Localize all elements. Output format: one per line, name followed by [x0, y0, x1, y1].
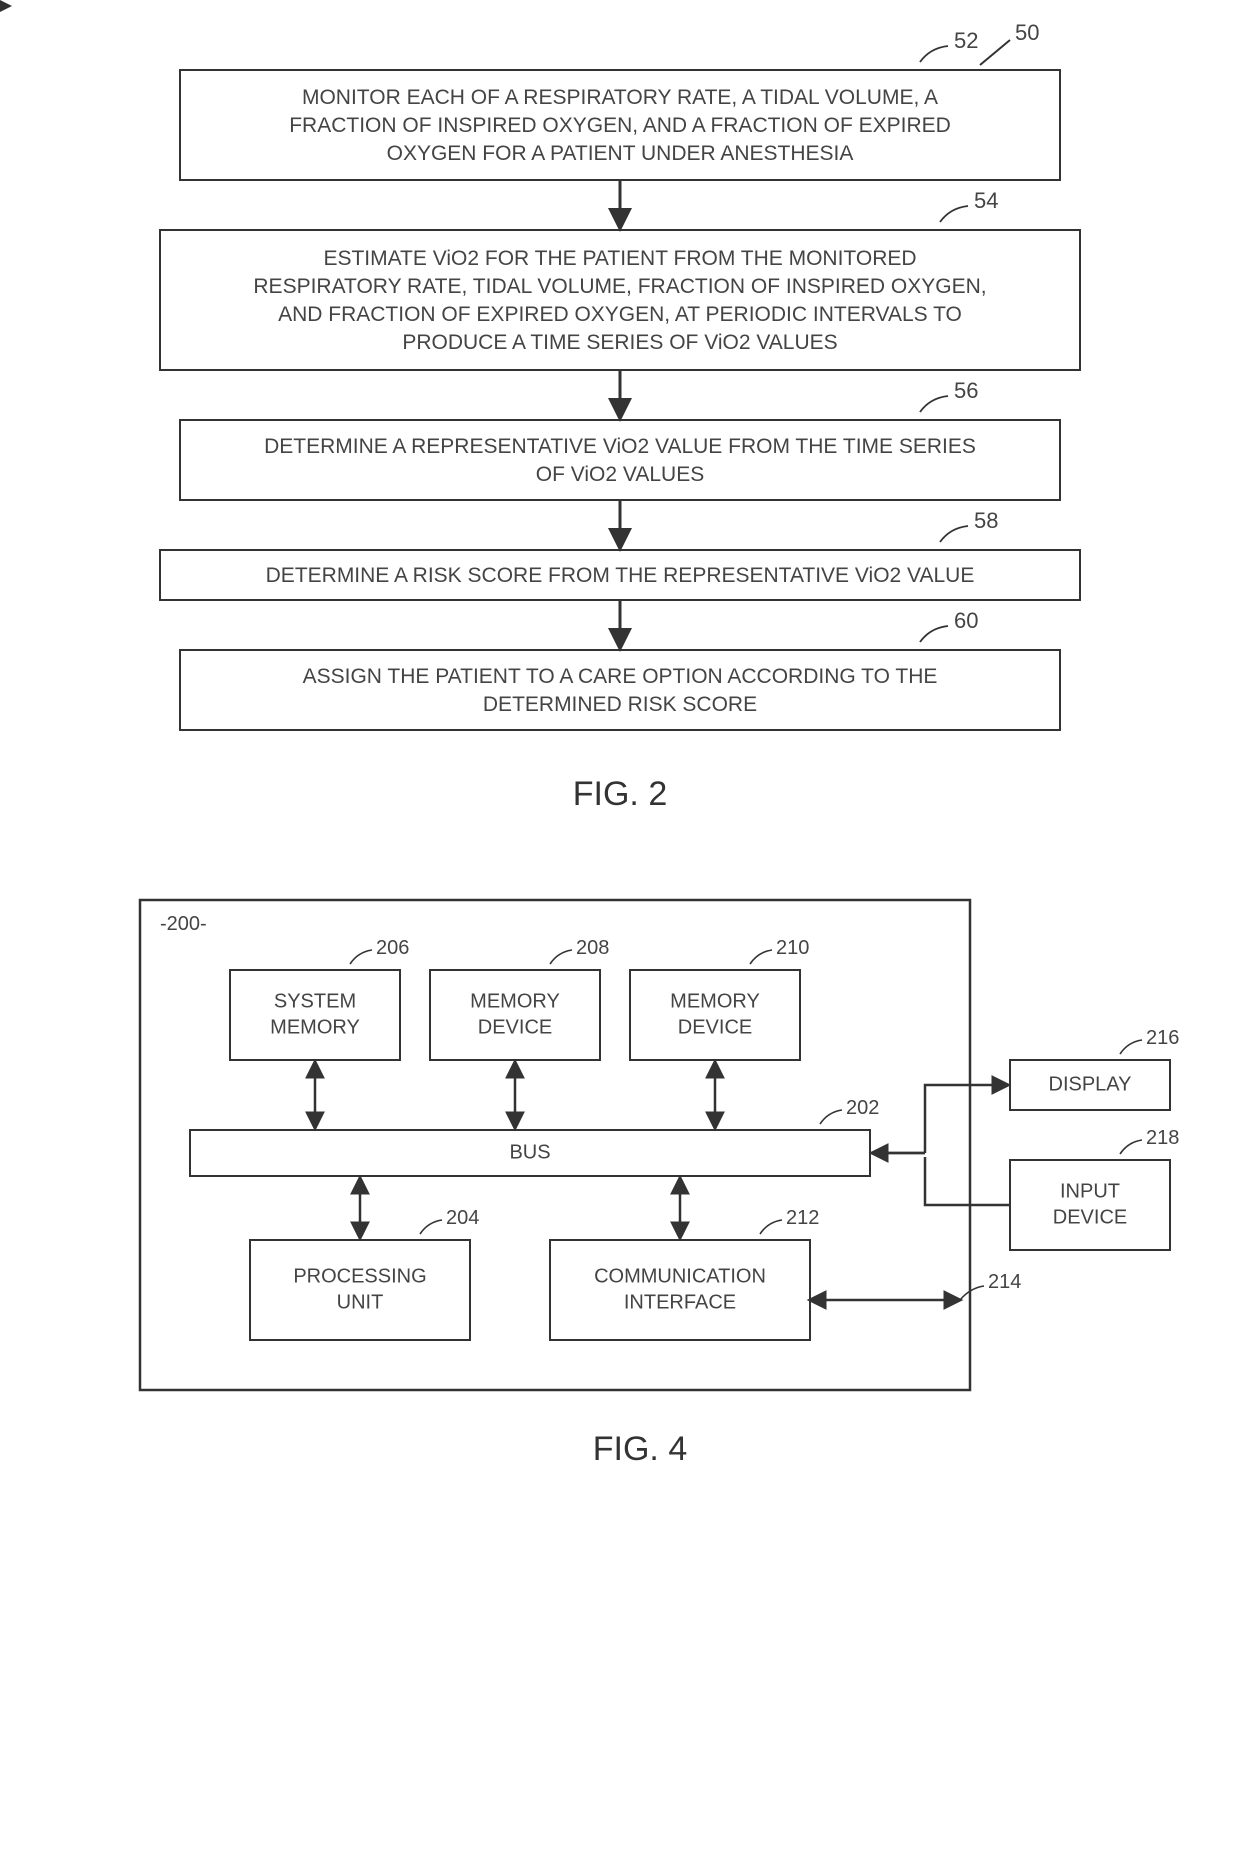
block-label: COMMUNICATION: [594, 1266, 766, 1288]
ref-label: 216: [1146, 1027, 1179, 1049]
block-label: DEVICE: [678, 1017, 752, 1039]
flow-step-text: ASSIGN THE PATIENT TO A CARE OPTION ACCO…: [303, 665, 938, 688]
ref-label: 206: [376, 937, 409, 959]
block-memdev1: [430, 970, 600, 1060]
ref-214: 214: [988, 1271, 1021, 1293]
flow-step-text: OXYGEN FOR A PATIENT UNDER ANESTHESIA: [387, 142, 854, 165]
ref-label: 204: [446, 1207, 479, 1229]
block-label: INPUT: [1060, 1181, 1120, 1203]
flow-step-text: DETERMINE A REPRESENTATIVE ViO2 VALUE FR…: [264, 435, 976, 458]
block-label: DEVICE: [478, 1017, 552, 1039]
flow-step: [180, 420, 1060, 500]
block-label: BUS: [509, 1142, 550, 1164]
ref-label: 54: [974, 188, 998, 213]
block-label: INTERFACE: [624, 1292, 736, 1314]
block-label: DEVICE: [1053, 1207, 1127, 1229]
block-memdev2: [630, 970, 800, 1060]
flow-step-text: DETERMINED RISK SCORE: [483, 693, 757, 716]
flow-step-text: FRACTION OF INSPIRED OXYGEN, AND A FRACT…: [289, 114, 951, 137]
block-label: MEMORY: [670, 991, 760, 1013]
ref-label: 60: [954, 608, 978, 633]
block-label: DISPLAY: [1049, 1074, 1132, 1096]
block-comm: [550, 1240, 810, 1340]
bus-to-display: [925, 1085, 1008, 1153]
block-label: UNIT: [337, 1292, 384, 1314]
flow-step-text: AND FRACTION OF EXPIRED OXYGEN, AT PERIO…: [278, 303, 962, 326]
flow-step: [180, 650, 1060, 730]
ref-200: -200-: [160, 913, 207, 935]
ref-label: 52: [954, 28, 978, 53]
block-label: MEMORY: [470, 991, 560, 1013]
flow-step-text: DETERMINE A RISK SCORE FROM THE REPRESEN…: [266, 564, 975, 587]
block-sysmem: [230, 970, 400, 1060]
flow-step-text: OF ViO2 VALUES: [536, 463, 704, 486]
ref-50: 50: [1015, 20, 1039, 45]
block-proc: [250, 1240, 470, 1340]
flow-step-text: PRODUCE A TIME SERIES OF ViO2 VALUES: [402, 331, 837, 354]
flow-step-text: ESTIMATE ViO2 FOR THE PATIENT FROM THE M…: [323, 247, 916, 270]
block-label: SYSTEM: [274, 991, 356, 1013]
flow-step-text: MONITOR EACH OF A RESPIRATORY RATE, A TI…: [302, 86, 938, 109]
figure-4: -200- BUS 202 SYSTEM MEMORY 206 MEMORY DEVICE 20…: [140, 900, 1179, 1468]
block-input: [1010, 1160, 1170, 1250]
ref-label: 210: [776, 937, 809, 959]
flow-step-text: RESPIRATORY RATE, TIDAL VOLUME, FRACTION…: [253, 275, 986, 298]
block-label: MEMORY: [270, 1017, 360, 1039]
figure-2: 50 MONITOR EACH OF A RESPIRATORY RATE, A …: [160, 20, 1080, 813]
ref-label: 212: [786, 1207, 819, 1229]
ref-label: 208: [576, 937, 609, 959]
figure-caption: FIG. 2: [573, 775, 667, 813]
ref-label: 56: [954, 378, 978, 403]
figure-caption: FIG. 4: [593, 1430, 687, 1468]
block-label: PROCESSING: [293, 1266, 426, 1288]
ref-label: 218: [1146, 1127, 1179, 1149]
ref-label: 202: [846, 1097, 879, 1119]
ref-label: 58: [974, 508, 998, 533]
